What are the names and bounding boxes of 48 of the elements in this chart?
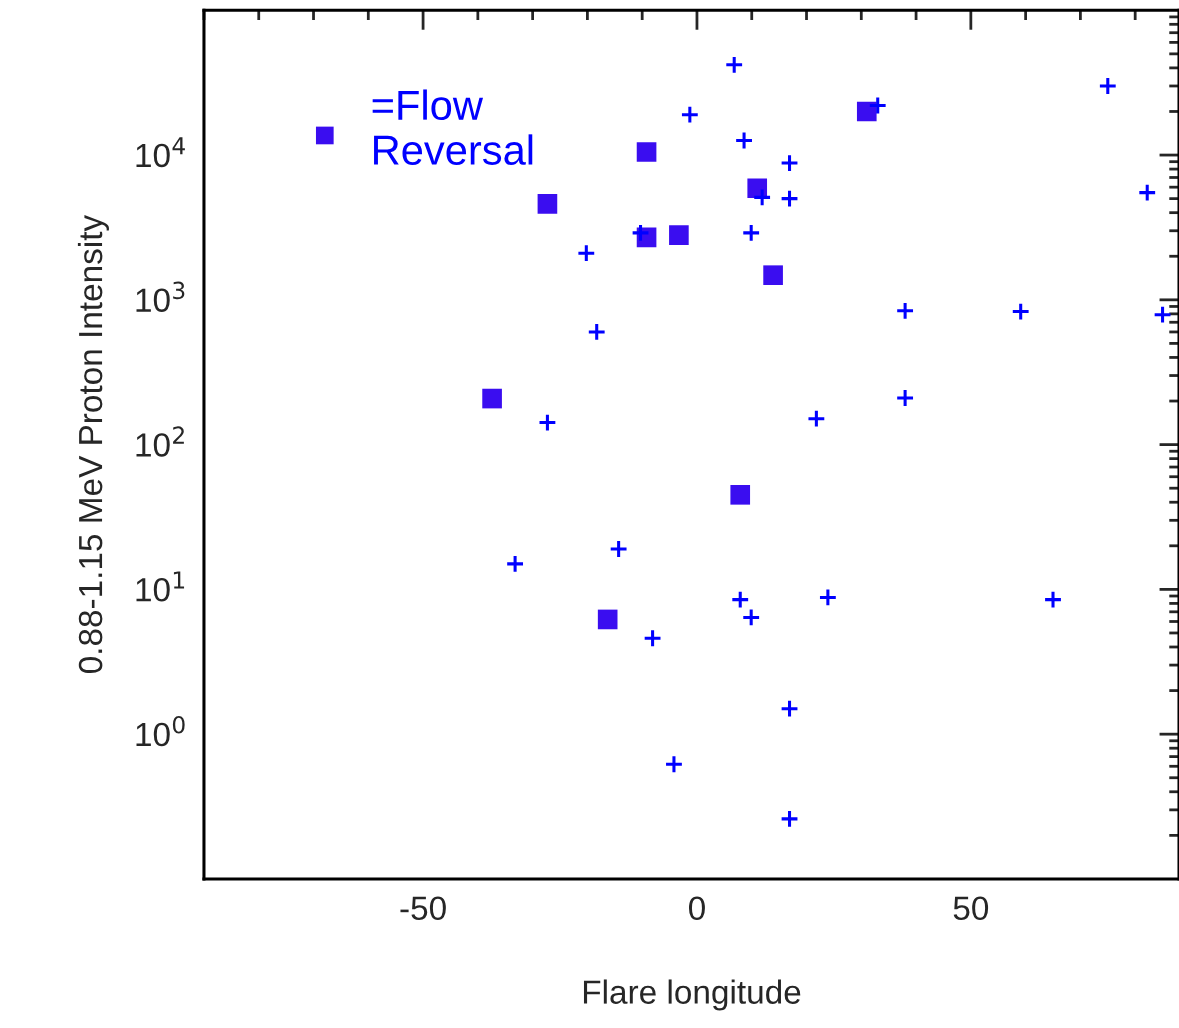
point (669, 225, 689, 245)
point (1137, 183, 1157, 203)
point (780, 699, 799, 719)
point (587, 322, 607, 342)
point (780, 153, 799, 173)
point (505, 554, 525, 574)
point (868, 96, 888, 115)
point (741, 608, 761, 627)
x-tick-label: 50 (953, 896, 989, 921)
point (734, 131, 754, 150)
point (680, 105, 700, 125)
point (895, 301, 915, 321)
point (806, 409, 826, 429)
y-tick-label: 10$^{0}$ (136, 715, 185, 747)
legend-label: =Flow Reversal (372, 89, 533, 165)
y-tick-label: 10$^{4}$ (136, 137, 185, 168)
point (1011, 302, 1031, 321)
point (537, 413, 557, 433)
point (780, 189, 799, 209)
point (724, 55, 744, 75)
y-tick-label: 10$^{1}$ (136, 571, 185, 602)
y-axis-title: 0.88-1.15 MeV Proton Intensity (77, 214, 109, 674)
point (576, 243, 596, 263)
point (664, 754, 684, 774)
point (818, 587, 838, 607)
y-tick-label: 10$^{3}$ (136, 281, 185, 312)
point (895, 388, 915, 408)
point (631, 223, 650, 243)
point (537, 194, 558, 214)
point (643, 628, 663, 648)
y-tick-label: 10$^{2}$ (136, 426, 184, 457)
point (1043, 590, 1063, 610)
x-axis-title: Flare longitude (583, 979, 801, 1011)
point (1153, 305, 1173, 325)
point (730, 590, 750, 610)
point (780, 809, 799, 829)
point (741, 223, 761, 243)
point (1098, 76, 1118, 96)
point (482, 388, 502, 409)
x-tick-label: -50 (400, 896, 446, 921)
point (752, 187, 772, 207)
point (636, 142, 657, 162)
point (763, 265, 783, 285)
x-tick-label: 0 (689, 896, 705, 921)
point (856, 101, 877, 122)
point (730, 485, 751, 505)
point (609, 539, 629, 559)
point (597, 609, 618, 630)
